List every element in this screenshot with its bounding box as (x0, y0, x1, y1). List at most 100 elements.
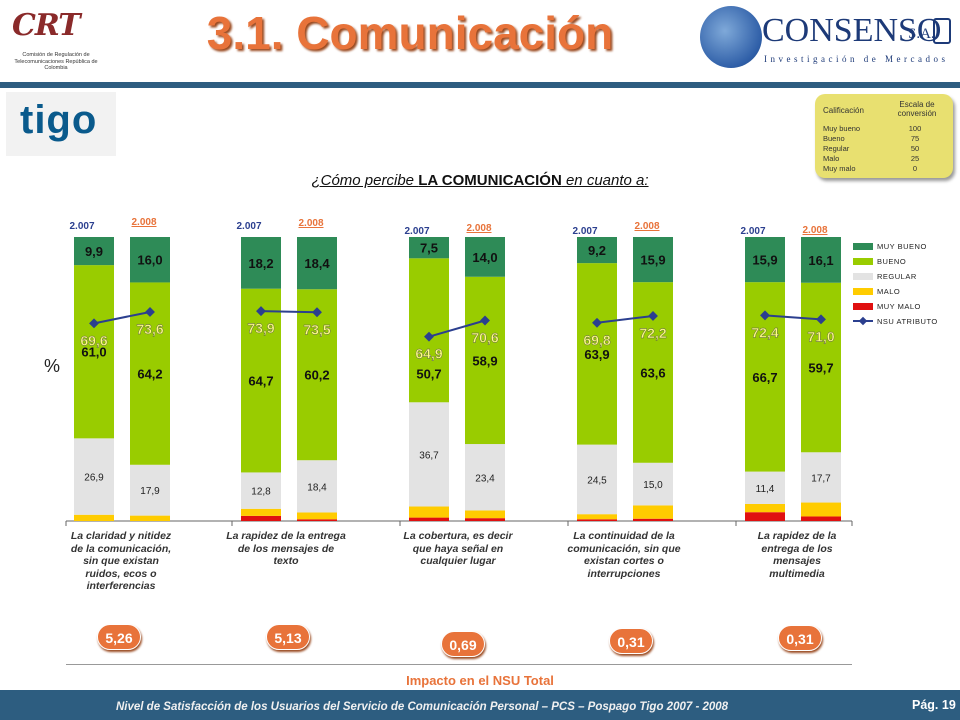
bar-segment-muy-bueno (801, 237, 841, 283)
data-label-bueno: 66,7 (752, 370, 777, 385)
impact-divider (66, 664, 852, 665)
bar-segment-bueno (74, 265, 114, 439)
legend-item-muy-bueno: MUY BUENO (853, 240, 960, 255)
question-post: en cuanto a: (561, 172, 649, 189)
impact-title: Impacto en el NSU Total (406, 673, 554, 688)
data-label-regular: 24,5 (587, 475, 607, 486)
bar-segment-muy-malo (409, 517, 449, 521)
legend-label: BUENO (877, 257, 907, 266)
legend-item-nsu: NSU ATRIBUTO (853, 315, 960, 330)
consenso-globe-icon (700, 6, 762, 68)
legend-item-muy-malo: MUY MALO (853, 300, 960, 315)
bar-segment-bueno (297, 289, 337, 461)
legend-label: MALO (877, 287, 901, 296)
data-label-bueno: 50,7 (416, 367, 441, 382)
data-label-bueno: 60,2 (304, 368, 329, 383)
bar-segment-muy-malo (577, 519, 617, 521)
bar-segment-muy-bueno (297, 237, 337, 290)
bar-segment-malo (633, 505, 673, 519)
nsu-line (260, 310, 318, 314)
data-label-nsu: 72,4 (751, 324, 778, 340)
bar-segment-malo (577, 514, 617, 520)
data-label-muy-bueno: 16,1 (808, 253, 833, 268)
bar-segment-regular (74, 438, 114, 515)
scale-row-value: 75 (910, 134, 920, 143)
nsu-line (93, 310, 151, 325)
year-label-2007: 2.007 (740, 226, 765, 237)
legend-diamond-icon (858, 316, 868, 326)
impact-badge: 0,31 (778, 625, 822, 651)
y-unit-label: % (44, 356, 61, 376)
scale-row-label: Muy malo (823, 164, 856, 173)
data-label-regular: 26,9 (84, 473, 104, 484)
bar-segment-regular (241, 472, 281, 509)
data-label-nsu: 73,6 (136, 321, 163, 337)
data-label-muy-bueno: 18,4 (304, 256, 330, 271)
legend-swatch (853, 243, 873, 250)
data-label-nsu: 70,6 (471, 329, 498, 345)
data-label-nsu: 69,6 (80, 332, 107, 348)
data-label-muy-bueno: 15,9 (752, 253, 777, 268)
bar-segment-muy-bueno (633, 237, 673, 283)
legend-label: MUY BUENO (877, 242, 927, 251)
footer-band (0, 690, 960, 720)
bar-segment-malo (409, 506, 449, 518)
data-label-nsu: 73,5 (303, 321, 330, 337)
question-heading: ¿Cómo percibe LA COMUNICACIÓN en cuanto … (0, 172, 960, 189)
legend-swatch (853, 273, 873, 280)
data-label-nsu: 69,8 (583, 332, 610, 348)
category-label: La cobertura, es decir que haya señal en… (403, 530, 513, 567)
data-label-regular: 17,9 (140, 486, 160, 497)
category-label: La claridad y nitidez de la comunicación… (70, 530, 172, 592)
scale-row-label: Regular (823, 144, 850, 153)
data-label-regular: 17,7 (811, 473, 831, 484)
scale-row-value: 25 (910, 154, 920, 163)
bar-segment-muy-malo (745, 512, 785, 521)
scale-row-label: Malo (823, 154, 840, 163)
bar-segment-malo (801, 502, 841, 517)
header-divider (0, 82, 960, 88)
nsu-marker (256, 306, 266, 317)
scale-row-value: 100 (908, 124, 922, 133)
legend-item-bueno: BUENO (853, 255, 960, 270)
bar-segment-muy-bueno (74, 237, 114, 266)
legend-label: MUY MALO (877, 302, 921, 311)
data-label-muy-bueno: 9,2 (588, 243, 606, 258)
impact-badge: 0,69 (441, 631, 485, 657)
bar-segment-bueno (801, 282, 841, 453)
data-label-bueno: 59,7 (808, 360, 833, 375)
scale-row-label: Bueno (823, 134, 845, 143)
impact-badge: 0,31 (609, 628, 653, 654)
nsu-line (428, 319, 486, 338)
bar-segment-regular (130, 464, 170, 516)
nsu-line (764, 314, 822, 321)
footer-text: Nivel de Satisfacción de los Usuarios de… (116, 701, 729, 713)
bar-segment-regular (577, 444, 617, 515)
crt-logo-subtitle: Comisión de Regulación de Telecomunicaci… (14, 52, 98, 71)
nsu-marker (760, 310, 770, 321)
bar-segment-regular (409, 402, 449, 507)
consenso-mark-icon (933, 18, 951, 44)
data-label-regular: 12,8 (251, 487, 271, 498)
data-label-nsu: 71,0 (807, 328, 834, 344)
data-label-bueno: 63,6 (640, 365, 665, 380)
legend-label: NSU ATRIBUTO (877, 317, 938, 326)
data-label-regular: 15,0 (643, 480, 663, 491)
bar-segment-malo (74, 514, 114, 521)
bar-segment-regular (465, 444, 505, 511)
data-label-regular: 36,7 (419, 450, 439, 461)
data-label-regular: 18,4 (307, 482, 327, 493)
bar-segment-malo (130, 515, 170, 521)
bar-segment-malo (297, 512, 337, 520)
nsu-marker (648, 311, 658, 321)
scale-header-conversion: Escala de conversión (897, 100, 937, 118)
legend-item-malo: MALO (853, 285, 960, 300)
crt-logo: CRT Comisión de Regulación de Telecomuni… (8, 6, 100, 80)
year-label-2007: 2.007 (236, 221, 261, 232)
impact-badge: 5,13 (266, 624, 310, 650)
legend-swatch (853, 288, 873, 295)
scale-row-value: 50 (910, 144, 920, 153)
nsu-marker (424, 331, 434, 342)
bar-segment-muy-malo (241, 515, 281, 521)
